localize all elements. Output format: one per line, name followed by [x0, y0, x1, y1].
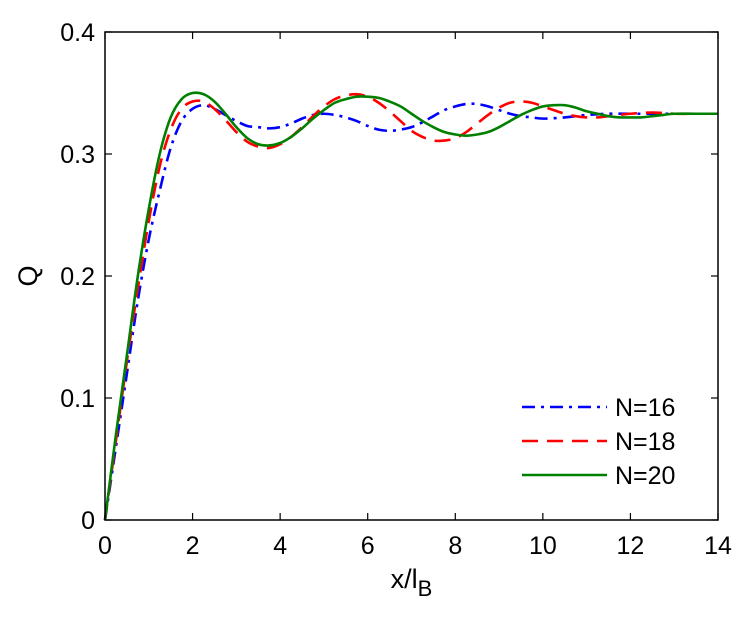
y-tick-label: 0.1	[60, 385, 95, 413]
y-tick-label: 0.2	[60, 263, 95, 291]
x-axis-label: x/lB	[391, 564, 433, 601]
legend-label: N=20	[615, 462, 675, 490]
y-tick-label: 0.3	[60, 141, 95, 169]
x-tick-label: 12	[617, 532, 645, 560]
legend-label: N=16	[615, 394, 675, 422]
x-tick-label: 4	[273, 532, 287, 560]
x-axis-label-subscript: B	[418, 576, 433, 601]
legend: N=16 N=18 N=20	[522, 394, 675, 490]
ticks-layer: 0 2 4 6 8 10 12 14 0 0.1 0.2 0.3 0.4	[60, 19, 732, 560]
x-tick-label: 14	[704, 532, 732, 560]
y-tick-label: 0.4	[60, 19, 95, 47]
y-tick-label: 0	[81, 507, 95, 535]
x-tick-label: 10	[529, 532, 557, 560]
x-tick-label: 0	[98, 532, 112, 560]
x-axis-label-main: x/l	[391, 564, 418, 594]
x-tick-label: 8	[448, 532, 462, 560]
legend-label: N=18	[615, 428, 675, 456]
series-line-n-16	[103, 102, 718, 521]
x-tick-label: 6	[361, 532, 375, 560]
series-line-n-20	[103, 91, 718, 521]
y-axis-label: Q	[13, 265, 43, 286]
x-tick-label: 2	[186, 532, 200, 560]
series-line-n-18	[103, 92, 718, 521]
series-layer	[103, 91, 718, 521]
